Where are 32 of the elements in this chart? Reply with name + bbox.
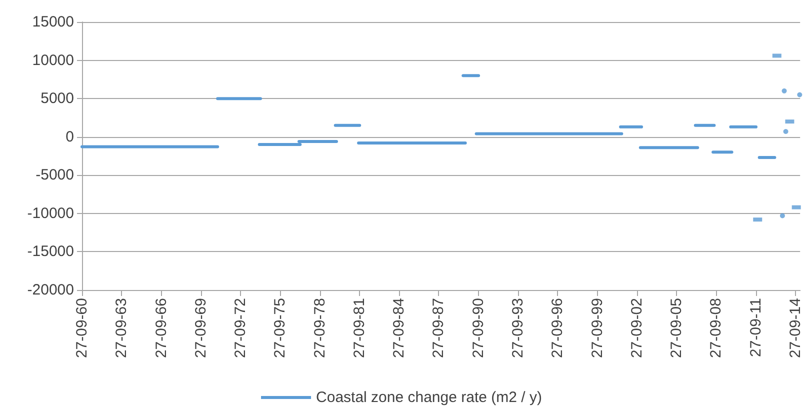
y-tick-label: -20000: [27, 282, 74, 298]
y-tick-label: 10000: [32, 52, 74, 69]
x-tick-label: 27-09-63: [113, 298, 130, 358]
x-tick-label: 27-09-90: [470, 298, 487, 358]
x-tick-label: 27-09-14: [787, 298, 803, 358]
x-tick-label: 27-09-11: [747, 298, 764, 357]
y-tick-label: 15000: [32, 14, 74, 30]
x-tick-label: 27-09-99: [588, 298, 606, 358]
legend-label: Coastal zone change rate (m2 / y): [316, 389, 542, 406]
x-tick-label: 27-09-93: [510, 298, 527, 358]
x-tick-label: 27-09-66: [152, 298, 170, 358]
y-tick-label: -10000: [27, 204, 74, 222]
point: [780, 213, 785, 218]
x-tick-label: 27-09-87: [430, 298, 448, 358]
x-tick-label: 27-09-72: [232, 298, 250, 358]
x-tick-label: 27-09-69: [192, 298, 210, 358]
x-tick-label: 27-09-96: [549, 298, 566, 358]
point: [782, 88, 787, 94]
y-tick-label: -15000: [27, 243, 74, 260]
x-tick-label: 27-09-60: [74, 298, 90, 358]
x-tick-label: 27-09-81: [350, 298, 368, 358]
x-tick-label: 27-09-78: [311, 298, 328, 358]
point: [797, 92, 802, 98]
y-tick-label: 0: [66, 128, 74, 146]
x-tick-label: 27-09-75: [272, 298, 289, 358]
x-tick-label: 27-09-02: [628, 298, 646, 358]
y-tick-label: 5000: [40, 90, 74, 108]
point: [783, 129, 788, 134]
y-tick-label: -5000: [36, 166, 74, 184]
x-tick-label: 27-09-84: [390, 298, 408, 358]
x-tick-label: 27-09-08: [708, 298, 725, 358]
x-tick-label: 27-09-05: [668, 298, 686, 358]
